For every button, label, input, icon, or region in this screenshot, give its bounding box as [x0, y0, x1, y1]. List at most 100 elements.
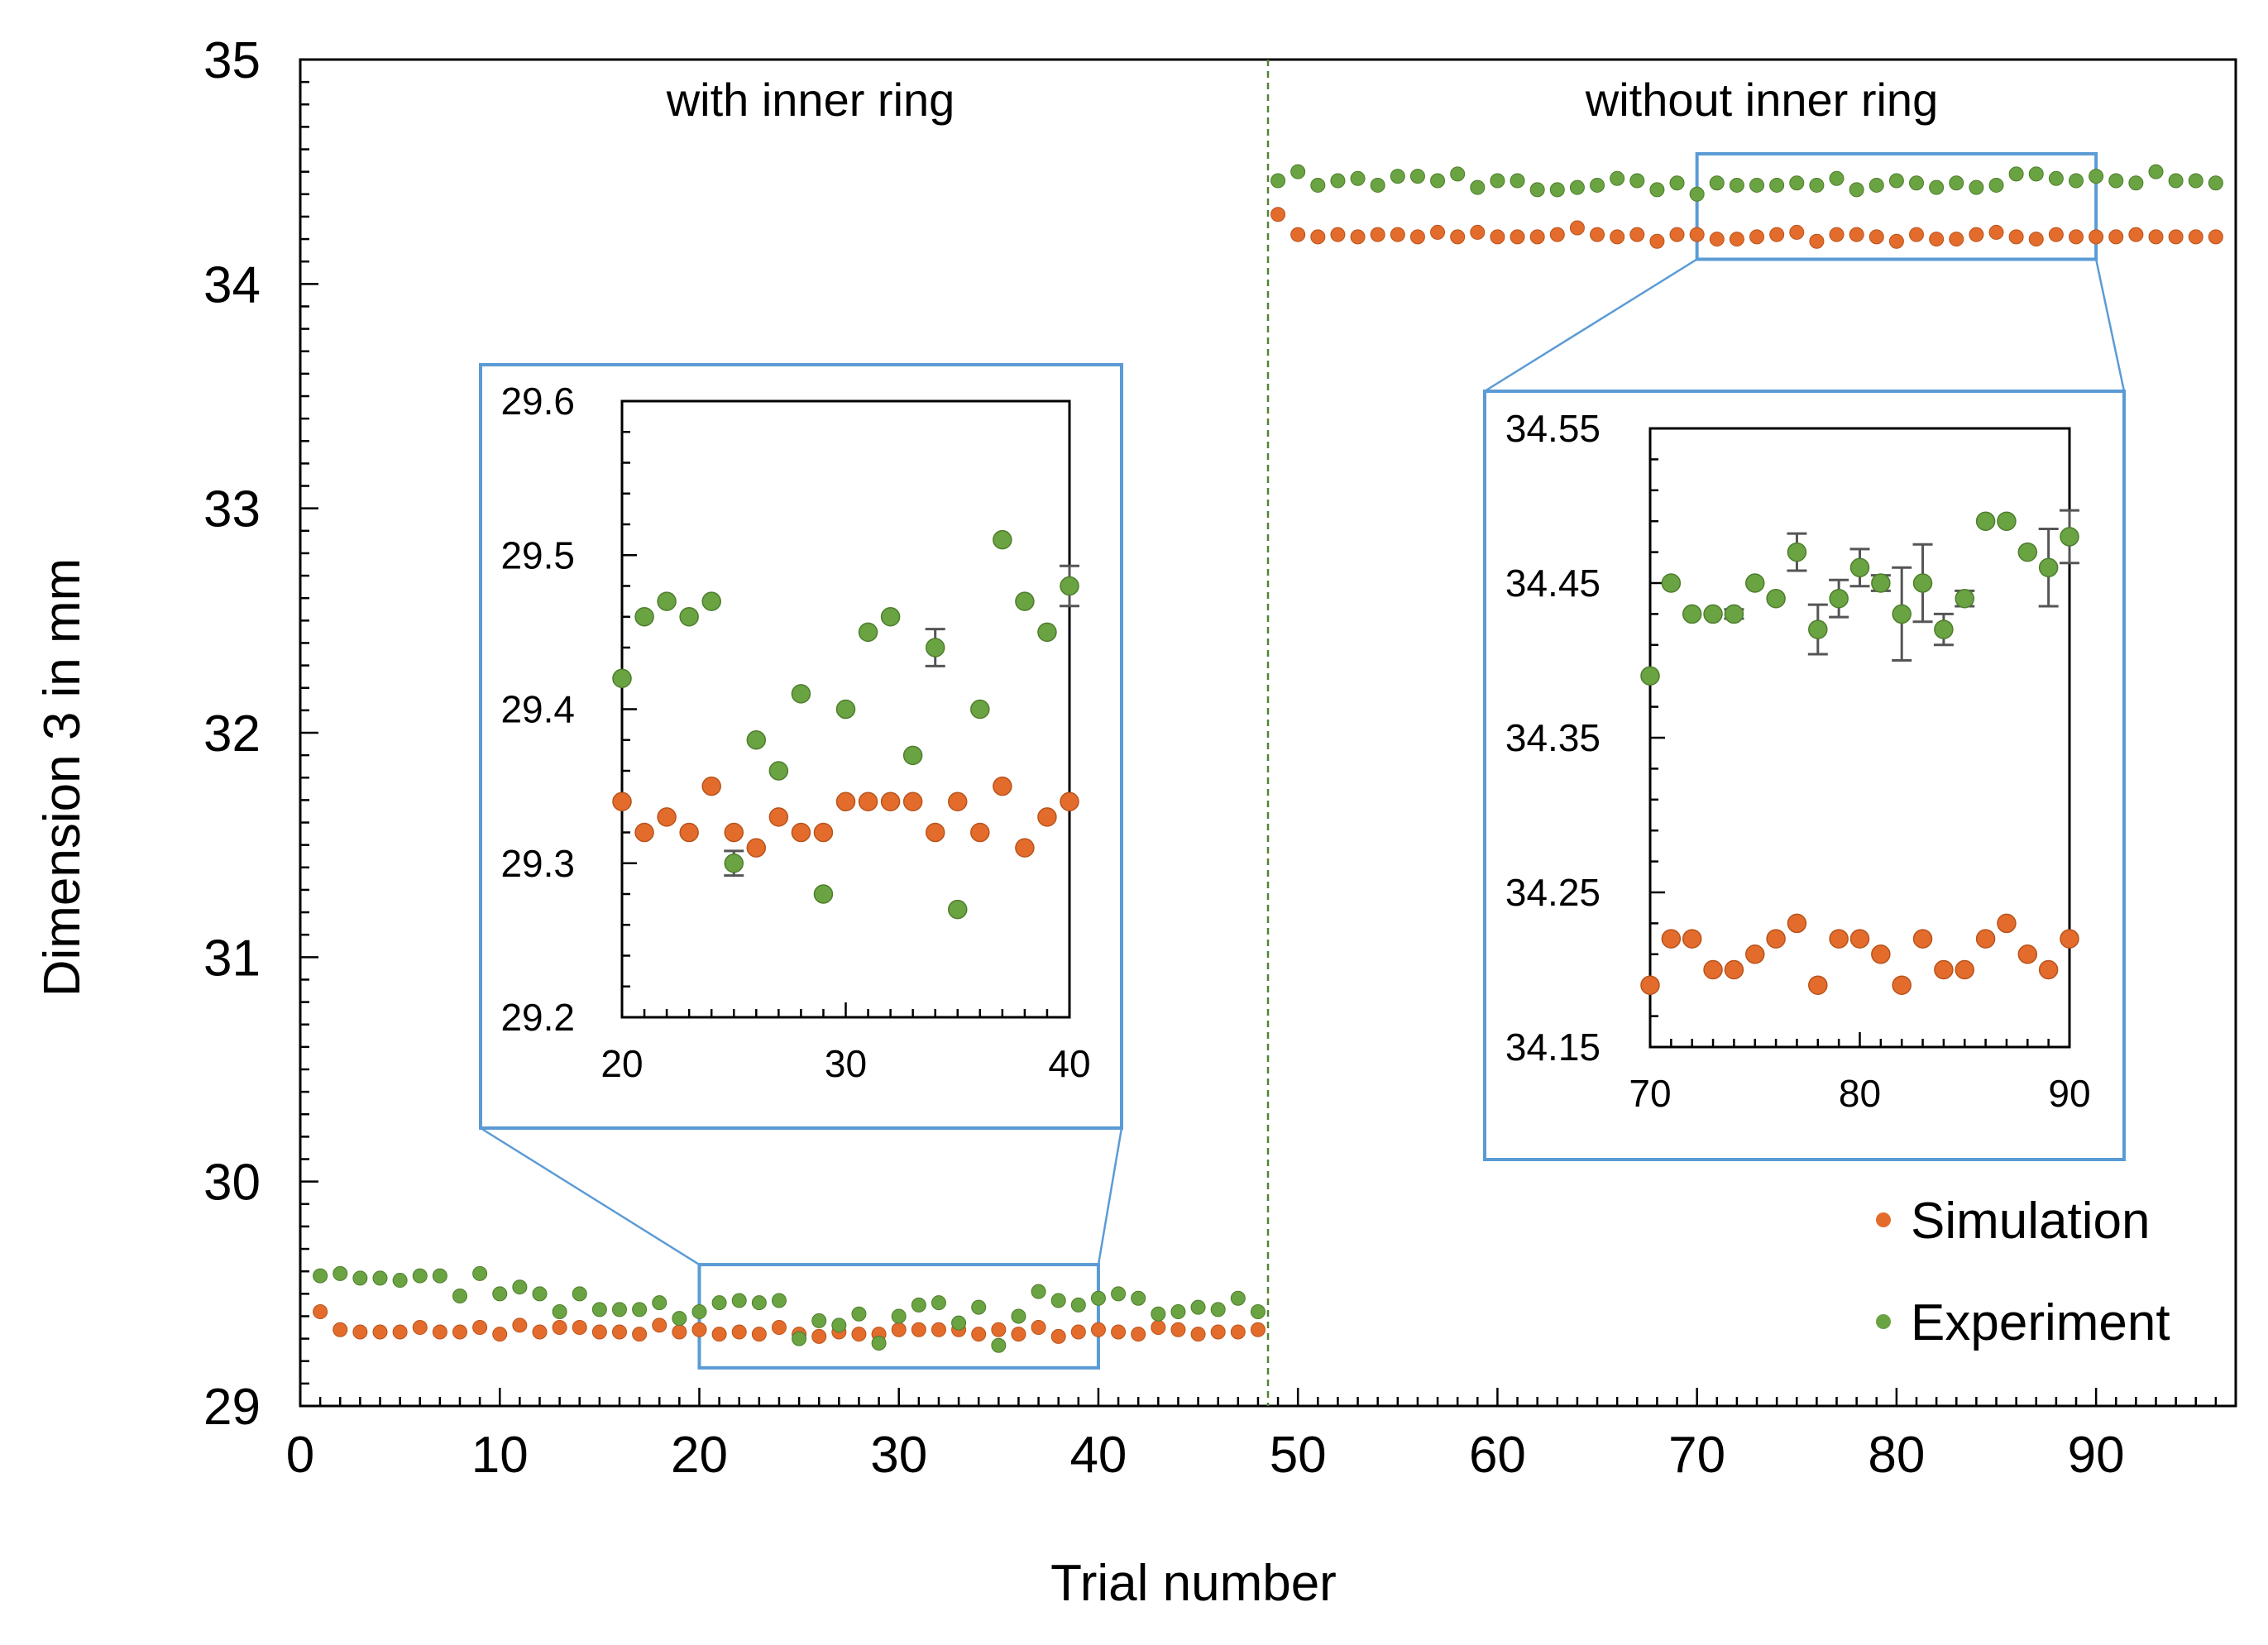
x-tick-label: 40 — [1069, 1427, 1127, 1484]
inset-experiment-point — [791, 684, 811, 704]
inset-simulation-point — [2017, 944, 2038, 964]
experiment-point — [1290, 164, 1306, 179]
simulation-point — [1669, 227, 1685, 242]
simulation-point — [2069, 229, 2084, 245]
experiment-point — [1569, 179, 1585, 195]
inset-experiment-point — [1682, 604, 1702, 624]
x-axis-label: Trial number — [1050, 1555, 1337, 1612]
simulation-point — [811, 1328, 827, 1344]
simulation-point — [1689, 227, 1705, 242]
simulation-point — [1929, 232, 1945, 247]
zoom-connector-line — [1484, 258, 1698, 393]
simulation-point — [1569, 220, 1585, 236]
experiment-point — [412, 1268, 428, 1284]
simulation-point — [412, 1320, 428, 1336]
experiment-point — [372, 1270, 388, 1286]
inset-simulation-point — [1682, 929, 1702, 949]
inset-simulation-point — [746, 838, 767, 858]
inset-experiment-point — [858, 622, 878, 643]
simulation-point — [691, 1322, 707, 1337]
experiment-point — [672, 1311, 687, 1327]
simulation-point — [1190, 1327, 1206, 1342]
inset-simulation-point — [858, 791, 878, 811]
inset-experiment-point — [1703, 604, 1723, 624]
simulation-point — [2028, 232, 2044, 247]
inset-x-tick-label: 80 — [1839, 1072, 1881, 1115]
inset-experiment-point — [1766, 588, 1786, 609]
inset-simulation-point — [1640, 975, 1660, 995]
simulation-point — [1789, 224, 1805, 240]
experiment-point — [871, 1336, 887, 1351]
y-tick-label: 34 — [203, 256, 261, 313]
inset-experiment-point — [813, 884, 834, 904]
experiment-point — [1769, 177, 1785, 193]
y-tick-label: 32 — [203, 705, 261, 763]
experiment-point — [1610, 170, 1625, 186]
simulation-point — [2148, 229, 2164, 245]
inset-experiment-point — [925, 638, 945, 658]
y-tick-label: 31 — [203, 930, 261, 987]
experiment-point — [1868, 177, 1884, 193]
simulation-point — [1230, 1324, 1246, 1340]
inset-y-tick-label: 29.3 — [500, 842, 575, 885]
simulation-point — [1370, 227, 1385, 242]
experiment-point — [1090, 1290, 1106, 1306]
simulation-point — [1409, 229, 1425, 245]
simulation-point — [512, 1317, 528, 1333]
experiment-point — [472, 1265, 488, 1281]
simulation-point — [1529, 229, 1545, 245]
inset-experiment-point — [902, 745, 923, 766]
simulation-point — [1350, 229, 1366, 245]
inset-y-tick-label: 29.2 — [500, 996, 575, 1039]
simulation-point — [931, 1322, 946, 1337]
experiment-point — [611, 1302, 627, 1317]
inset-simulation-point — [1955, 959, 1974, 980]
inset-simulation-point — [1661, 929, 1682, 949]
inset-experiment-point — [634, 607, 654, 627]
simulation-point — [2048, 227, 2064, 242]
inset-experiment-point — [1661, 573, 1682, 593]
main-plot: 0 10 20 30 40 50 60 70 80 90 29 30 31 32 33 34 35 — [203, 32, 2237, 1484]
simulation-point — [2108, 229, 2124, 245]
inset-experiment-point — [1787, 542, 1807, 562]
inset-experiment-point — [1808, 619, 1828, 639]
simulation-point — [1969, 227, 1984, 242]
experiment-point — [333, 1265, 348, 1281]
inset-y-tick-label: 29.5 — [500, 533, 575, 576]
inset-experiment-point — [768, 761, 789, 781]
inset-experiment-point — [2060, 527, 2079, 547]
inset-2: 70 80 90 34.15 34.25 34.35 34.45 34.55 — [1483, 390, 2126, 1161]
x-tick-label: 60 — [1469, 1427, 1526, 1484]
experiment-point — [452, 1289, 467, 1304]
inset-simulation-point — [657, 807, 677, 827]
simulation-point — [1050, 1328, 1066, 1344]
simulation-point — [1290, 227, 1306, 242]
simulation-point — [1450, 229, 1466, 245]
annotation-without-inner-ring: without inner ring — [1585, 74, 1938, 126]
experiment-point — [1929, 179, 1945, 195]
experiment-point — [1949, 175, 1964, 191]
inset-simulation-point — [1745, 944, 1765, 964]
simulation-point — [472, 1320, 488, 1336]
inset-simulation-point — [634, 822, 654, 843]
inset-x-tick-label: 30 — [825, 1042, 867, 1085]
inset-experiment-point — [1745, 573, 1765, 593]
experiment-point — [1050, 1293, 1066, 1308]
inset-simulation-point — [791, 822, 811, 843]
experiment-point — [652, 1295, 667, 1311]
experiment-point — [1689, 186, 1705, 202]
simulation-point — [1111, 1324, 1127, 1340]
inset-experiment-point — [835, 699, 856, 720]
experiment-point — [751, 1295, 767, 1311]
experiment-point — [1111, 1286, 1127, 1302]
experiment-point — [1829, 170, 1845, 186]
simulation-point — [492, 1327, 508, 1342]
experiment-point — [1549, 182, 1565, 198]
experiment-point — [1789, 175, 1805, 191]
inset-experiment-point — [612, 668, 632, 688]
simulation-point — [572, 1320, 587, 1336]
experiment-point — [1629, 173, 1645, 189]
experiment-point — [1590, 177, 1605, 193]
inset-experiment-point — [1912, 573, 1933, 593]
experiment-point — [1350, 170, 1366, 186]
